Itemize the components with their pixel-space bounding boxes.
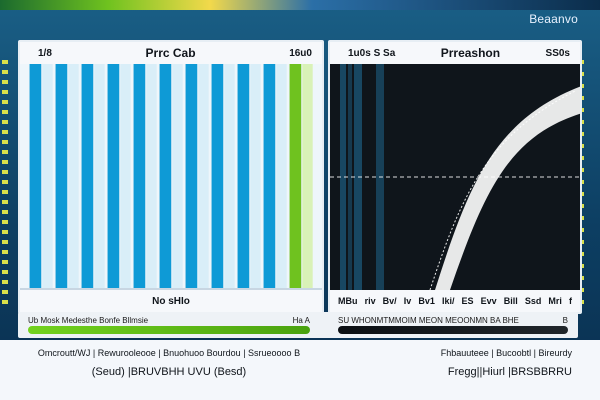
mini-strip-left-right-text: Ha A	[292, 316, 310, 325]
bottom-left-info: Omcroutt/WJ | Rewurooleooe | Bnuohuoo Bo…	[18, 344, 320, 392]
mini-strip-right-right-text: B	[562, 316, 568, 325]
bottom-right-line-2: Fregg||Hiurl |BRSBBRRU	[447, 366, 572, 378]
right-panel-footer-label: f	[569, 296, 572, 306]
mini-strip: Ub Mosk Medesthe Bonfe Bllmsie Ha A SU W…	[18, 312, 578, 338]
left-chart-bar	[55, 64, 68, 290]
mini-strip-left: Ub Mosk Medesthe Bonfe Bllmsie Ha A	[18, 312, 320, 338]
left-chart-pale-bar	[302, 64, 313, 290]
right-panel-footer: MBu riv Bv/Iv Bv1 Iki/ES Evv Bill Ssd Mri f	[330, 290, 580, 312]
right-panel-title: Prreashon	[440, 46, 501, 60]
left-chart-bar	[237, 64, 250, 290]
left-panel-title: Prrc Cab	[145, 46, 196, 60]
top-accent-bar	[0, 0, 600, 10]
left-chart-bar	[107, 64, 120, 290]
right-panel-top-left-label: 1u0s S Sa	[348, 47, 396, 59]
mini-strip-right-text: SU WHONMTMMOIM MEON MEOONMN BA BHE	[338, 316, 519, 325]
right-chart-curve-area	[435, 86, 580, 290]
left-chart-pale-bar	[276, 64, 287, 290]
mini-strip-green-bar	[28, 326, 310, 334]
left-chart-pale-bar	[250, 64, 261, 290]
left-panel-top-left-label: 1/8	[38, 47, 52, 59]
left-chart-pale-bar	[68, 64, 79, 290]
left-dashed-guide	[2, 60, 8, 310]
mini-strip-left-text: Ub Mosk Medesthe Bonfe Bllmsie	[28, 316, 149, 325]
right-chart-panel: 1u0s S Sa Prreashon SS0s MBu riv Bv/Iv Bv1 I…	[328, 40, 582, 314]
right-panel-footer-label: Mri	[548, 296, 562, 306]
mini-strip-right: SU WHONMTMMOIM MEON MEOONMN BA BHE B	[328, 312, 578, 338]
right-panel-footer-label: Iv	[403, 296, 412, 306]
left-chart-bar	[133, 64, 146, 290]
left-chart-pale-bar	[224, 64, 235, 290]
left-chart-pale-bar	[198, 64, 209, 290]
left-chart-pale-bar	[120, 64, 131, 290]
bottom-right-line-1: Fhbauuteee | Bucoobtl | Bireurdy	[440, 348, 572, 358]
right-panel-footer-label: Ssd	[524, 296, 542, 306]
left-bar-chart	[20, 64, 322, 290]
bottom-left-line-2: (Seud) |BRUVBHH UVU (Besd)	[91, 366, 247, 378]
right-chart-glow-bar	[340, 64, 346, 290]
left-chart-pale-bar	[146, 64, 157, 290]
left-chart-pale-bar	[172, 64, 183, 290]
right-panel-footer-label: Bill	[503, 296, 518, 306]
left-chart-pale-bar	[42, 64, 53, 290]
left-chart-bar	[185, 64, 198, 290]
left-panel-header: 1/8 Prrc Cab 16u0	[20, 42, 322, 64]
left-chart-bar	[81, 64, 94, 290]
right-panel-footer-label: Bv/	[382, 296, 397, 306]
right-panel-footer-label: MBu	[338, 296, 358, 306]
right-panel-top-right-label: SS0s	[545, 47, 570, 59]
left-chart-bar	[159, 64, 172, 290]
right-panel-footer-label: Iki/	[441, 296, 455, 306]
right-line-chart	[330, 64, 580, 290]
right-panel-header: 1u0s S Sa Prreashon SS0s	[330, 42, 580, 64]
bottom-background	[0, 340, 600, 400]
left-chart-bar	[211, 64, 224, 290]
left-panel-top-right-label: 16u0	[289, 47, 312, 59]
left-chart-bar	[289, 64, 302, 290]
window-title: Beaanvo	[529, 12, 578, 26]
right-panel-footer-label: ES	[461, 296, 474, 306]
right-chart-glow-bar	[348, 64, 352, 290]
left-bar-chart-svg	[20, 64, 322, 290]
mini-strip-dark-bar	[338, 326, 568, 334]
right-panel-footer-label: riv	[364, 296, 376, 306]
left-chart-pale-bar	[94, 64, 105, 290]
left-panel-footer: No sHIo	[20, 290, 322, 312]
left-chart-bar	[29, 64, 42, 290]
right-panel-footer-label: Evv	[480, 296, 497, 306]
bottom-right-info: Fhbauuteee | Bucoobtl | Bireurdy Fregg||…	[328, 344, 578, 392]
left-panel-footer-label: No sHIo	[152, 295, 190, 307]
bottom-left-line-1: Omcroutt/WJ | Rewurooleooe | Bnuohuoo Bo…	[37, 348, 301, 358]
bottom-info-area: Omcroutt/WJ | Rewurooleooe | Bnuohuoo Bo…	[18, 344, 578, 392]
right-line-chart-svg	[330, 64, 580, 290]
right-panel-footer-label: Bv1	[418, 296, 435, 306]
left-chart-panel: 1/8 Prrc Cab 16u0 No sHIo	[18, 40, 324, 314]
left-chart-bar	[263, 64, 276, 290]
